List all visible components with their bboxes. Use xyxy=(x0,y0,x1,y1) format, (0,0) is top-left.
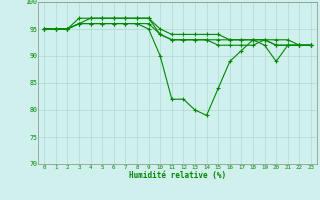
X-axis label: Humidité relative (%): Humidité relative (%) xyxy=(129,171,226,180)
